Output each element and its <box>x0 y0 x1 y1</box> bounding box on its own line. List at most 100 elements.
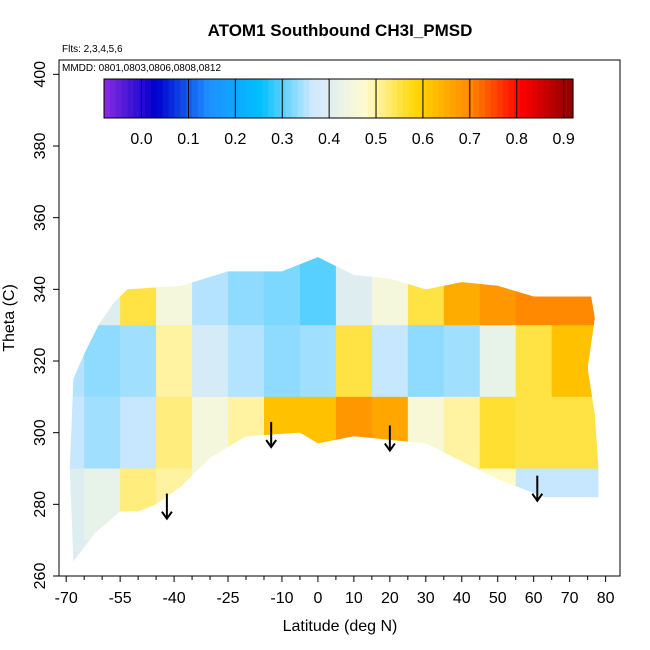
colorbar-swatch <box>502 79 510 118</box>
heatmap-cell <box>84 325 121 398</box>
x-tick-label: -25 <box>216 590 239 607</box>
heatmap-cell <box>551 468 589 541</box>
heatmap-cell <box>587 468 599 541</box>
flights-label: Flts: 2,3,4,5,6 <box>62 44 123 55</box>
colorbar-swatch <box>408 79 416 118</box>
heatmap-cell <box>228 182 264 254</box>
heatmap-cell <box>156 257 193 326</box>
heatmap-cell <box>552 182 588 254</box>
x-axis-title: Latitude (deg N) <box>283 618 398 635</box>
arrow-head <box>265 439 277 449</box>
colorbar-swatch <box>309 79 316 118</box>
y-tick-label: 260 <box>32 563 49 590</box>
colorbar-swatch <box>526 79 533 118</box>
plot-frame <box>58 59 621 577</box>
colorbar-swatch <box>361 79 369 118</box>
colorbar-swatch <box>461 79 469 118</box>
colorbar-swatch <box>191 79 199 118</box>
colorbar-swatch <box>262 79 269 118</box>
x-axis: -70 -55 -40 -25 -10 0 10 20 30 40 50 60 70 80 <box>55 576 615 607</box>
heatmap-cell <box>120 257 157 326</box>
heatmap-cell <box>551 396 589 469</box>
colorbar-swatch <box>145 79 152 118</box>
colorbar-swatch <box>256 79 263 118</box>
colorbar-swatch <box>274 79 281 118</box>
colorbar-swatch <box>232 79 240 118</box>
colorbar-swatch <box>315 79 322 118</box>
heatmap-cell <box>515 325 553 398</box>
heatmap-cell <box>69 468 85 541</box>
x-tick-label: 70 <box>561 590 579 607</box>
colorbar-swatch <box>420 79 428 118</box>
heatmap-cell <box>228 325 265 398</box>
colorbar-swatch <box>496 79 504 118</box>
x-tick-label: -55 <box>109 590 132 607</box>
heatmap-cell <box>263 468 301 541</box>
colorbar-swatch <box>479 79 486 118</box>
heatmap-cell <box>443 396 481 469</box>
y-tick-label: 340 <box>32 276 49 303</box>
colorbar-tick-label: 0.0 <box>130 131 152 148</box>
colorbar-swatch <box>203 79 211 118</box>
colorbar-swatch <box>555 79 562 118</box>
y-tick-label: 300 <box>32 419 49 446</box>
arrow-head <box>531 493 544 503</box>
colorbar-swatch <box>209 79 216 118</box>
colorbar-swatch <box>537 79 545 118</box>
colorbar-swatch <box>449 79 457 118</box>
colorbar-swatch <box>291 79 299 118</box>
arrow-marker <box>384 425 396 453</box>
colorbar-swatch <box>514 79 521 118</box>
heatmap-cell <box>516 182 552 254</box>
colorbar-swatch <box>520 79 527 118</box>
colorbar-swatch <box>320 79 328 118</box>
heatmap-cell <box>263 257 301 326</box>
colorbar-swatch <box>490 79 498 118</box>
heatmap-cell <box>156 325 193 398</box>
heatmap-cell <box>228 257 265 326</box>
colorbar-swatch <box>303 79 310 118</box>
colorbar-swatch <box>543 79 551 118</box>
colorbar-swatch <box>402 79 410 118</box>
heatmap-cell <box>84 396 121 469</box>
colorbar-swatch <box>133 79 140 118</box>
heatmap-cell <box>335 325 373 398</box>
dates-label: MMDD: 0801,0803,0806,0808,0812 <box>62 63 221 74</box>
y-tick-label: 280 <box>32 491 49 518</box>
colorbar-swatch <box>326 79 334 118</box>
heatmap-cell <box>192 325 229 398</box>
colorbar-swatch <box>426 79 433 118</box>
colorbar-swatch <box>508 79 515 118</box>
colorbar-swatch <box>156 79 164 118</box>
colorbar-swatch <box>444 79 451 118</box>
heatmap-cell <box>192 257 229 326</box>
colorbar-swatch <box>367 79 375 118</box>
heatmap-cell <box>515 396 553 469</box>
colorbar-swatch <box>414 79 422 118</box>
arrow-head <box>161 511 173 521</box>
arrow-marker <box>265 421 277 449</box>
colorbar-swatch <box>397 79 404 118</box>
colorbar-tick-label: 0.8 <box>506 131 528 148</box>
heatmap-cell <box>192 182 228 254</box>
colorbar-swatch <box>455 79 463 118</box>
heatmap-cell <box>228 396 265 469</box>
colorbar-tick-label: 0.9 <box>552 131 574 148</box>
heatmap-cell <box>335 396 373 469</box>
heatmap-cell <box>299 325 337 398</box>
colorbar-swatch <box>391 79 398 118</box>
heatmap-cell <box>84 468 121 541</box>
arrow-marker <box>531 475 544 503</box>
colorbar-swatch <box>121 79 129 118</box>
x-tick-label: 20 <box>381 590 399 607</box>
x-tick-label: 60 <box>525 590 543 607</box>
heatmap-cell <box>300 182 336 254</box>
x-tick-label: 30 <box>417 590 435 607</box>
heatmap-cell <box>479 396 517 469</box>
colorbar-swatch <box>567 79 574 118</box>
heatmap-cell <box>263 325 301 398</box>
colorbar-swatch <box>379 79 386 118</box>
colorbar-tick-label: 0.7 <box>459 131 481 148</box>
heatmap-cell <box>587 257 599 326</box>
